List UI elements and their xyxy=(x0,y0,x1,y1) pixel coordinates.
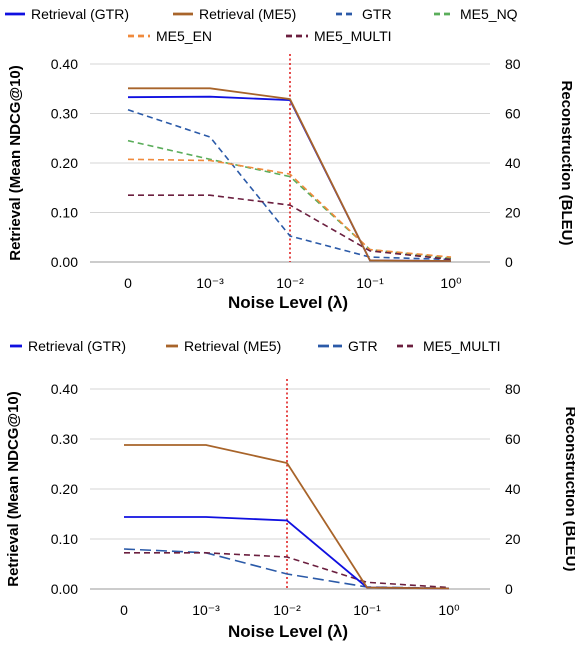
series-line-retrieval-me5 xyxy=(128,87,452,262)
y-right-tick-label: 0 xyxy=(505,254,513,270)
legend-label: GTR xyxy=(362,6,392,22)
y-right-tick-label: 80 xyxy=(505,381,521,397)
x-axis-label: Noise Level (λ) xyxy=(228,293,348,312)
y-right-tick-label: 80 xyxy=(505,56,521,72)
x-tick-label: 10⁻¹ xyxy=(356,275,384,291)
x-tick-label: 0 xyxy=(120,602,128,618)
legend-label: Retrieval (ME5) xyxy=(199,6,296,22)
chart-panel-2: 0.00 0 0.10 20 0.20 40 0.30 60 0.40 80 0 10⁻³ 10⁻² 10… xyxy=(5,338,575,641)
chart-panel-1: 0.00 0 0.10 20 0.20 40 0.30 60 0.40 80 0 10⁻³ 10⁻² 10… xyxy=(5,6,575,312)
y-left-tick-label: 0.30 xyxy=(51,106,78,122)
legend-label: ME5_NQ xyxy=(460,6,518,22)
y-left-tick-label: 0.40 xyxy=(51,56,78,72)
y-axis-left-label: Retrieval (Mean NDCG@10) xyxy=(5,391,22,587)
y-right-tick-label: 60 xyxy=(505,106,521,122)
y-left-tick-label: 0.30 xyxy=(51,431,78,447)
y-right-tick-label: 60 xyxy=(505,431,521,447)
series-line-gtr xyxy=(127,109,452,261)
x-tick-label: 10⁰ xyxy=(438,602,460,618)
x-tick-label: 10⁻³ xyxy=(196,275,224,291)
y-right-tick-label: 20 xyxy=(505,205,521,221)
x-tick-label: 0 xyxy=(124,275,132,291)
y-axis-left-label: Retrieval (Mean NDCG@10) xyxy=(7,65,24,261)
x-tick-label: 10⁻² xyxy=(276,275,304,291)
legend-label: Retrieval (GTR) xyxy=(28,338,126,354)
y-left-tick-label: 0.00 xyxy=(51,581,78,597)
y-left-tick-label: 0.10 xyxy=(51,531,78,547)
y-right-tick-label: 40 xyxy=(505,481,521,497)
y-left-tick-label: 0.40 xyxy=(51,381,78,397)
legend-label: GTR xyxy=(348,338,378,354)
legend-label: ME5_MULTI xyxy=(314,28,392,44)
y-left-tick-label: 0.20 xyxy=(51,481,78,497)
y-axis-right-label: Reconstruction (BLEU) xyxy=(558,81,575,246)
y-right-tick-label: 20 xyxy=(505,531,521,547)
series-line-me5-multi xyxy=(124,551,450,589)
y-left-tick-label: 0.20 xyxy=(51,155,78,171)
legend-label: ME5_EN xyxy=(156,28,212,44)
y-right-tick-label: 40 xyxy=(505,155,521,171)
y-right-tick-label: 0 xyxy=(505,581,513,597)
legend-label: Retrieval (GTR) xyxy=(31,6,129,22)
y-left-tick-label: 0.10 xyxy=(51,205,78,221)
x-tick-label: 10⁰ xyxy=(440,275,462,291)
legend-label: Retrieval (ME5) xyxy=(184,338,281,354)
legend-label: ME5_MULTI xyxy=(423,338,501,354)
x-tick-label: 10⁻² xyxy=(273,602,301,618)
x-axis-label: Noise Level (λ) xyxy=(228,622,348,641)
series-line-me5-en xyxy=(127,158,452,258)
series-line-me5-multi xyxy=(128,194,452,261)
y-left-tick-label: 0.00 xyxy=(51,254,78,270)
series-line-retrieval-me5 xyxy=(124,444,450,590)
x-tick-label: 10⁻³ xyxy=(192,602,220,618)
x-tick-label: 10⁻¹ xyxy=(353,602,381,618)
y-axis-right-label: Reconstruction (BLEU) xyxy=(562,407,575,572)
